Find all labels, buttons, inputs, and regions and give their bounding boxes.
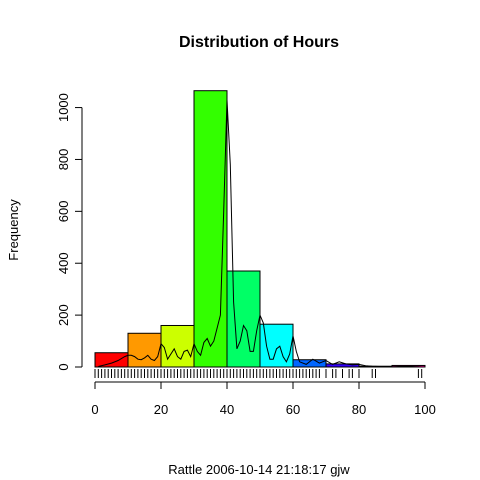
y-tick-label: 800 bbox=[56, 149, 71, 171]
density-line bbox=[98, 99, 422, 368]
y-axis-label: Frequency bbox=[6, 199, 21, 261]
caption: Rattle 2006-10-14 21:18:17 gjw bbox=[168, 462, 350, 477]
histogram-bar bbox=[292, 359, 327, 368]
histogram-bar bbox=[94, 352, 129, 368]
y-tick-label: 400 bbox=[56, 252, 71, 274]
histogram-bar bbox=[325, 363, 360, 368]
x-tick-label: 40 bbox=[220, 402, 234, 417]
x-axis: 0 20 40 60 80 100 bbox=[91, 381, 436, 417]
bars-group bbox=[94, 90, 426, 368]
y-tick-label: 1000 bbox=[56, 93, 71, 122]
y-tick-label: 200 bbox=[56, 304, 71, 326]
rug-group bbox=[94, 369, 423, 378]
density-group bbox=[98, 99, 422, 368]
x-tick-label: 100 bbox=[414, 402, 436, 417]
histogram-bar bbox=[259, 323, 294, 368]
x-tick-label: 60 bbox=[286, 402, 300, 417]
histogram-bar bbox=[226, 270, 261, 368]
x-tick-label: 0 bbox=[91, 402, 98, 417]
x-tick-label: 80 bbox=[352, 402, 366, 417]
chart-title: Distribution of Hours bbox=[179, 34, 339, 51]
y-axis: 0 200 400 600 800 1000 bbox=[56, 93, 83, 371]
histogram-bar bbox=[127, 332, 162, 368]
histogram-bar bbox=[160, 324, 195, 368]
y-tick-label: 0 bbox=[56, 363, 71, 370]
y-tick-label: 600 bbox=[56, 200, 71, 222]
histogram-bar bbox=[193, 90, 228, 368]
x-tick-label: 20 bbox=[154, 402, 168, 417]
